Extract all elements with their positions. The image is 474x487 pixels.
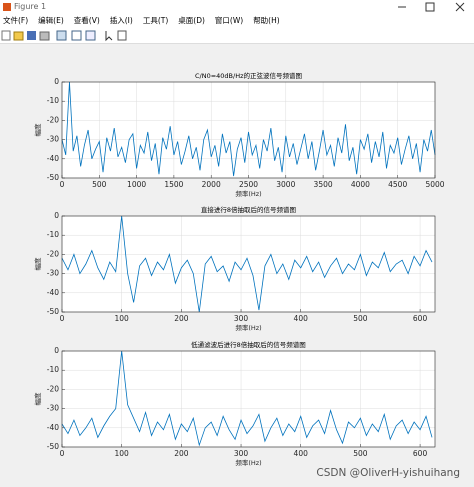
x-tick-label: 2500	[239, 180, 258, 189]
y-tick-label: -50	[47, 442, 59, 451]
y-tick-label: -20	[47, 384, 59, 393]
menu-item[interactable]: 文件(F)	[3, 16, 29, 25]
y-tick-label: 0	[54, 211, 59, 220]
data-line	[61, 81, 436, 177]
y-tick-label: -30	[47, 135, 59, 144]
window-title: Figure 1	[14, 2, 47, 11]
plots: 0 500 1000 1500 2000 2500 3000 3500 4000 4500 5000…	[33, 71, 445, 467]
watermark: CSDN @OliverH-yishuihang	[316, 467, 460, 479]
y-axis-label: 幅度	[33, 123, 42, 137]
y-tick-label: -50	[47, 307, 59, 316]
x-tick-label: 1000	[127, 180, 146, 189]
x-tick-label: 5000	[425, 180, 444, 189]
x-tick-label: 3000	[276, 180, 295, 189]
x-tick-label: 400	[294, 449, 309, 458]
axes-frame	[61, 81, 436, 179]
x-tick-label: 100	[115, 449, 130, 458]
menu-bar: 文件(F) 编辑(E) 查看(V) 插入(I) 工具(T) 桌面(D) 窗口(W) 帮助(H)	[0, 14, 474, 28]
x-tick-label: 500	[353, 449, 368, 458]
menu-item[interactable]: 帮助(H)	[253, 16, 280, 25]
window-controls[interactable]	[384, 0, 474, 14]
y-tick-label: -20	[47, 249, 59, 258]
menu-item[interactable]: 工具(T)	[142, 16, 169, 25]
x-tick-label: 600	[413, 449, 428, 458]
chart-title: 直接进行8倍抽取后的信号频谱图	[201, 205, 296, 214]
x-tick-label: 3500	[314, 180, 333, 189]
axes-frame	[61, 350, 436, 448]
x-axis-label: 频率(Hz)	[235, 189, 261, 198]
y-tick-label: -10	[47, 96, 59, 105]
y-tick-label: -20	[47, 115, 59, 124]
menu-item[interactable]: 插入(I)	[109, 16, 133, 25]
x-tick-label: 0	[60, 449, 65, 458]
y-tick-label: -40	[47, 154, 59, 163]
y-tick-label: -30	[47, 404, 59, 413]
menu-item[interactable]: 编辑(E)	[38, 16, 64, 25]
y-tick-label: -40	[47, 288, 59, 297]
title-bar: Figure 1	[0, 0, 474, 14]
axes-background	[62, 351, 435, 447]
x-tick-label: 400	[294, 314, 309, 323]
x-tick-label: 0	[60, 180, 65, 189]
toolbar	[0, 28, 474, 44]
axes-frame	[61, 215, 436, 313]
axes-background	[62, 216, 435, 312]
y-tick-label: -10	[47, 365, 59, 374]
x-tick-label: 500	[92, 180, 107, 189]
y-tick-label: 0	[54, 77, 59, 86]
app-icon	[3, 3, 11, 11]
x-tick-label: 2000	[202, 180, 221, 189]
x-tick-label: 300	[234, 314, 249, 323]
x-tick-label: 300	[234, 449, 249, 458]
y-axis-label: 幅度	[33, 392, 42, 406]
y-tick-label: -50	[47, 173, 59, 182]
menu-item[interactable]: 查看(V)	[73, 16, 100, 25]
y-tick-label: -10	[47, 230, 59, 239]
x-tick-label: 200	[174, 449, 189, 458]
chart-title: C/N0=40dB/Hz的正弦波信号频谱图	[195, 71, 302, 80]
y-axis-label: 幅度	[33, 257, 42, 271]
y-tick-label: -30	[47, 269, 59, 278]
x-tick-label: 1500	[164, 180, 183, 189]
x-tick-label: 4000	[351, 180, 370, 189]
x-axis-label: 频率(Hz)	[235, 323, 261, 332]
x-tick-label: 100	[115, 314, 130, 323]
x-tick-label: 4500	[388, 180, 407, 189]
x-tick-label: 0	[60, 314, 65, 323]
y-tick-label: 0	[54, 346, 59, 355]
data-line	[61, 215, 433, 313]
menu-item[interactable]: 窗口(W)	[214, 16, 244, 25]
y-tick-label: -40	[47, 423, 59, 432]
x-tick-label: 600	[413, 314, 428, 323]
x-axis-label: 频率(Hz)	[235, 458, 261, 467]
data-line	[61, 350, 433, 447]
toolbar-icons[interactable]	[0, 28, 140, 43]
x-tick-label: 500	[353, 314, 368, 323]
menu-item[interactable]: 桌面(D)	[178, 16, 205, 25]
x-tick-label: 200	[174, 314, 189, 323]
chart-title: 低通滤波后进行8倍抽取后的信号频谱图	[191, 340, 306, 349]
